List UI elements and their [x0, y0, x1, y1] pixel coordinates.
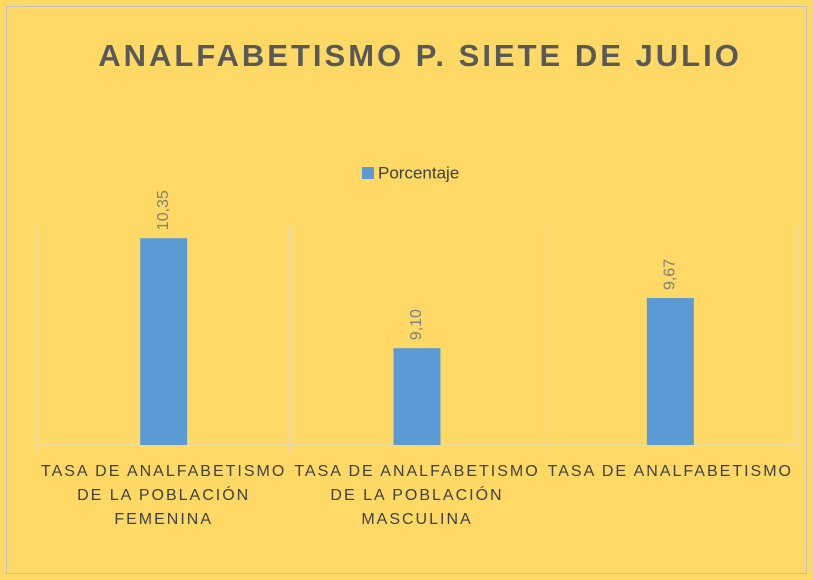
x-tick-label: TASA DE ANALFABETISMO DE LA POBLACIÓN MA… — [294, 463, 540, 528]
x-tick-label: TASA DE ANALFABETISMO DE LA POBLACIÓN FE… — [40, 463, 287, 528]
data-label: 9,67 — [662, 259, 679, 290]
x-tick-label: TASA DE ANALFABETISMO — [547, 463, 793, 480]
bar — [646, 298, 694, 445]
chart-border — [6, 6, 807, 574]
bar — [140, 238, 188, 445]
data-label: 10,35 — [155, 190, 172, 230]
chart-title: ANALFABETISMO P. SIETE DE JULIO — [98, 38, 742, 73]
legend-swatch — [362, 167, 374, 179]
bar — [393, 348, 441, 445]
data-label: 9,10 — [408, 309, 425, 340]
legend-label: Porcentaje — [378, 163, 459, 182]
